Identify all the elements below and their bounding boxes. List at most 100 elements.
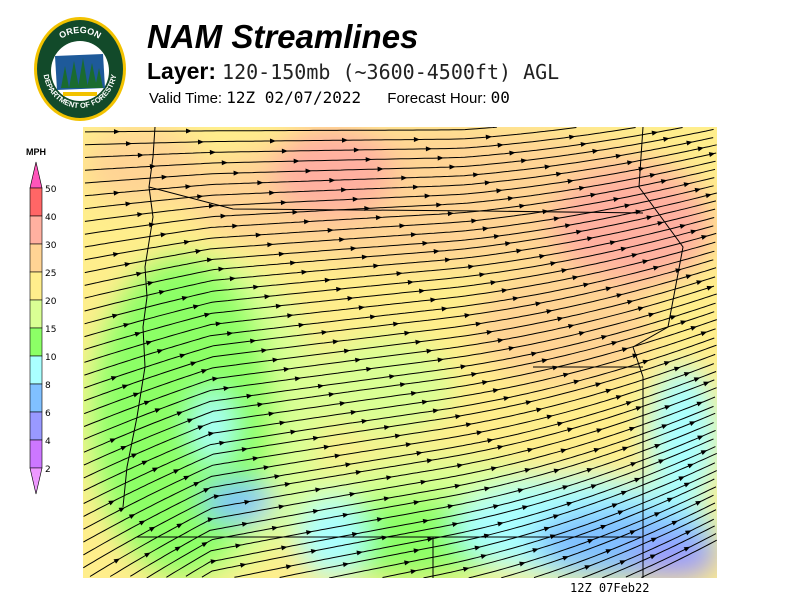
streamline (185, 429, 716, 577)
streamline-arrow (520, 158, 528, 164)
streamline (146, 412, 716, 578)
canada-border (148, 186, 644, 214)
streamline-arrow (138, 520, 146, 526)
streamline (501, 494, 714, 578)
streamline-arrow (381, 535, 388, 541)
legend-bin-15-20 (29, 299, 43, 329)
streamline-arrow (490, 280, 497, 286)
streamline-arrow (415, 339, 422, 345)
streamline-arrow (160, 232, 167, 238)
streamline-arrow (509, 150, 516, 156)
streamline-arrow (401, 175, 408, 181)
streamline-arrow (683, 372, 691, 377)
streamline (83, 379, 715, 569)
streamline-arrow (197, 139, 204, 145)
streamline-arrow (619, 560, 627, 565)
streamline-arrow (555, 171, 563, 177)
streamline-arrow (144, 552, 151, 558)
streamline-arrow (192, 304, 200, 310)
streamline-arrow (517, 488, 525, 494)
streamline-arrow (572, 275, 579, 281)
streamline-arrow (109, 438, 117, 444)
streamline-arrow (700, 450, 708, 456)
streamline-arrow (504, 241, 512, 247)
streamline (89, 387, 717, 577)
streamline-arrow (174, 546, 182, 552)
streamline-arrow (542, 209, 549, 215)
map-timestamp: 12Z 07Feb22 (570, 581, 650, 595)
streamline-arrow (522, 505, 529, 511)
streamline-arrow (680, 320, 687, 326)
streamline-arrow (486, 330, 493, 335)
streamline-arrow (137, 152, 144, 158)
streamline-arrow (281, 148, 288, 154)
streamline-arrow (683, 482, 691, 488)
legend-tick-label: 2 (45, 465, 51, 475)
svg-text:OREGON: OREGON (57, 25, 103, 41)
streamline-arrow (120, 446, 127, 451)
streamline-arrow (407, 279, 414, 285)
streamline-arrow (267, 242, 274, 248)
streamline-arrow (111, 313, 119, 319)
streamline-arrow (432, 408, 440, 414)
streamline-arrow (683, 182, 691, 188)
streamline (533, 502, 716, 578)
streamline-arrow (112, 252, 120, 257)
streamline-arrow (653, 265, 660, 271)
streamline-arrow (605, 286, 613, 292)
streamline-arrow (455, 414, 462, 420)
streamline-map (83, 127, 717, 578)
streamline-arrow (255, 232, 262, 238)
streamline (83, 319, 717, 479)
streamline-arrow (624, 203, 631, 209)
streamline-arrow (271, 525, 279, 531)
streamline-arrow (226, 331, 234, 337)
streamline-arrow (605, 549, 612, 554)
streamline-arrow (611, 503, 619, 509)
streamline-arrow (497, 338, 504, 344)
streamline-arrow (708, 152, 716, 158)
streamline-arrow (493, 234, 501, 240)
streamline-arrow (341, 187, 348, 193)
wind-speed-legend: MPH 50 40 30 25 20 15 10 8 6 4 2 (26, 147, 57, 495)
streamline-arrow (185, 184, 192, 190)
streamline (625, 533, 717, 578)
legend-tick-label: 6 (45, 409, 51, 419)
streamline-arrow (263, 465, 270, 471)
streamline-arrow (562, 372, 570, 378)
streamline-arrow (210, 559, 217, 565)
streamline-arrow (272, 357, 279, 363)
streamline-arrow (323, 444, 330, 450)
streamline-arrow (671, 520, 679, 526)
streamline-arrow (413, 137, 420, 143)
streamline-arrow (635, 406, 643, 411)
streamline-arrow (535, 301, 542, 307)
streamline-arrow (334, 453, 341, 459)
streamline-arrow (131, 453, 138, 459)
streamline-arrow (235, 543, 242, 549)
streamline-arrow (279, 420, 286, 426)
streamline-arrow (638, 166, 645, 172)
streamline-arrow (483, 533, 491, 539)
legend-tick-label: 4 (45, 437, 51, 447)
streamline-arrow (229, 276, 236, 282)
streamline-arrow (475, 321, 482, 327)
streamline-arrow (183, 239, 191, 245)
streamline-arrow (649, 173, 657, 178)
legend-tick-label: 25 (45, 269, 56, 279)
streamline (83, 293, 717, 440)
streamline-arrow (646, 215, 653, 221)
streamline-arrow (690, 229, 697, 235)
streamline-arrow (508, 346, 515, 352)
streamline-arrow (149, 163, 156, 169)
streamline-arrow (586, 467, 594, 473)
streamline-arrow (687, 463, 694, 469)
legend-bin-10-15 (29, 327, 43, 357)
forecast-hour-label: Forecast Hour: (387, 90, 487, 107)
coastline (122, 127, 156, 508)
streamline-arrow (664, 405, 671, 410)
streamline-arrow (678, 476, 685, 482)
streamline-arrow (642, 259, 649, 265)
streamline-arrow (355, 470, 362, 475)
streamline-arrow (479, 272, 486, 278)
